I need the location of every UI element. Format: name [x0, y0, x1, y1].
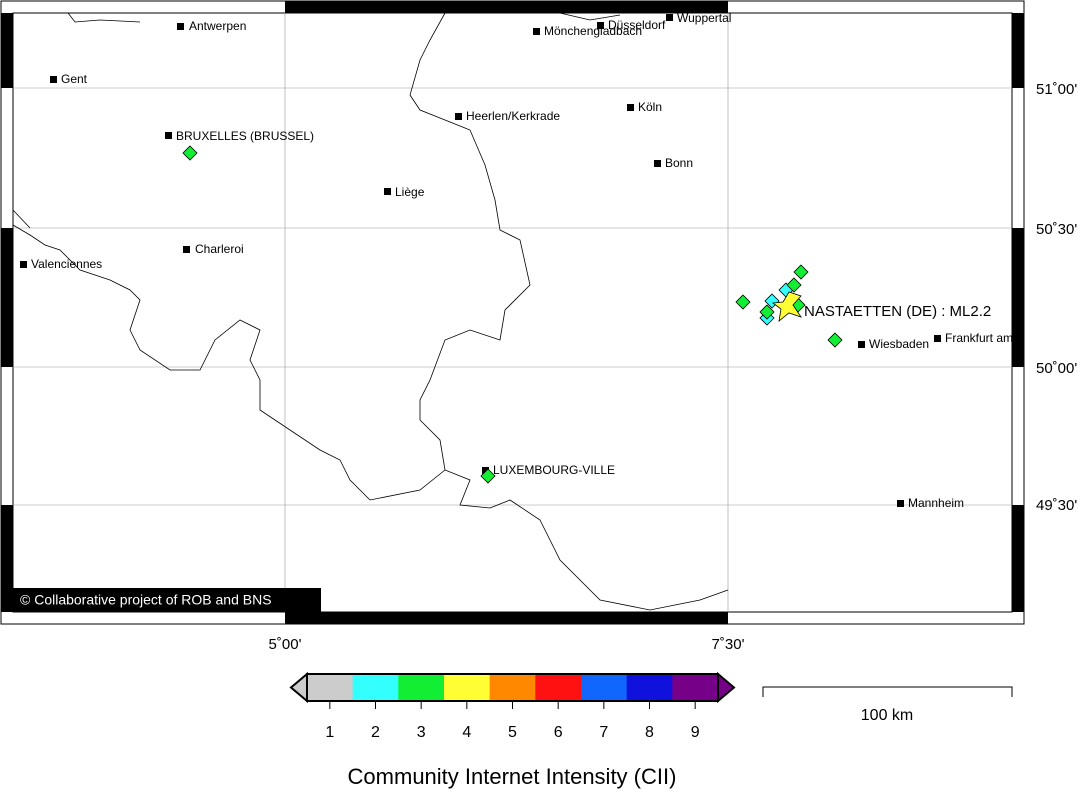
lat-label: 50˚30' — [1036, 221, 1077, 238]
colorbar-cell — [672, 674, 719, 701]
scale-bar — [762, 686, 1013, 697]
scale-label: 100 km — [861, 707, 913, 724]
frame-segment — [1012, 330, 1024, 350]
city-label: Mannheim — [908, 496, 964, 510]
copyright-box — [13, 588, 321, 612]
colorbar-cell — [581, 674, 628, 701]
report-markers — [182, 145, 843, 484]
event-label: NASTAETTEN (DE) : ML2.2 — [804, 303, 991, 320]
colorbar-tick-label: 5 — [508, 724, 517, 741]
colorbar-end — [289, 671, 308, 704]
city-label: Antwerpen — [189, 19, 246, 33]
city-label: LUXEMBOURG-VILLE — [493, 463, 615, 477]
colorbar-tick-label: 7 — [599, 724, 608, 741]
colorbar-tick-label: 1 — [325, 724, 334, 741]
city-label: Gent — [61, 72, 88, 86]
colorbar-tick-label: 2 — [371, 724, 380, 741]
lon-label: 5˚00' — [269, 636, 302, 653]
colorbar-title: Community Internet Intensity (CII) — [348, 764, 677, 789]
colorbar-cell — [489, 674, 536, 701]
lat-label: 49˚30' — [1036, 497, 1077, 514]
city-label: Liège — [395, 185, 425, 199]
lat-label: 50˚00' — [1036, 360, 1077, 377]
lat-label: 51˚00' — [1036, 81, 1077, 98]
colorbar-cell — [444, 674, 491, 701]
colorbar-cell — [398, 674, 445, 701]
city-label: Wiesbaden — [869, 337, 929, 351]
city-label: Wuppertal — [677, 11, 731, 25]
lon-label: 7˚30' — [712, 636, 745, 653]
city-label: Valenciennes — [31, 257, 102, 271]
city-label: Düsseldorf — [608, 18, 666, 32]
copyright: © Collaborative project of ROB and BNS — [20, 592, 272, 608]
colorbar-cell — [307, 674, 354, 701]
city-label: Mönchengladbach — [544, 24, 642, 38]
map-frame — [0, 0, 1025, 625]
colorbar: 1 2 3 4 5 6 7 8 9 — [289, 671, 736, 741]
city-labels: Antwerpen Gent BRUXELLES (BRUSSEL) Valen… — [31, 11, 1013, 510]
colorbar-cell — [352, 674, 399, 701]
colorbar-cell — [626, 674, 673, 701]
colorbar-tick-label: 8 — [645, 724, 654, 741]
city-label: Charleroi — [195, 242, 244, 256]
colorbar-tick-label: 9 — [691, 724, 700, 741]
colorbar-tick-label: 4 — [462, 724, 471, 741]
city-label: BRUXELLES (BRUSSEL) — [176, 129, 314, 143]
city-label: Bonn — [665, 156, 693, 170]
graticule — [13, 13, 1012, 612]
colorbar-cell — [535, 674, 582, 701]
city-label: Heerlen/Kerkrade — [466, 109, 560, 123]
city-label: Köln — [638, 100, 662, 114]
lat-labels: 51˚00' 50˚30' 50˚00' 49˚30' — [1036, 81, 1077, 514]
colorbar-tick-label: 6 — [554, 724, 563, 741]
borders — [12, 12, 729, 611]
colorbar-end — [717, 671, 736, 704]
city-label: Frankfurt am — [945, 331, 1013, 345]
colorbar-tick-label: 3 — [417, 724, 426, 741]
city-markers — [20, 14, 941, 507]
